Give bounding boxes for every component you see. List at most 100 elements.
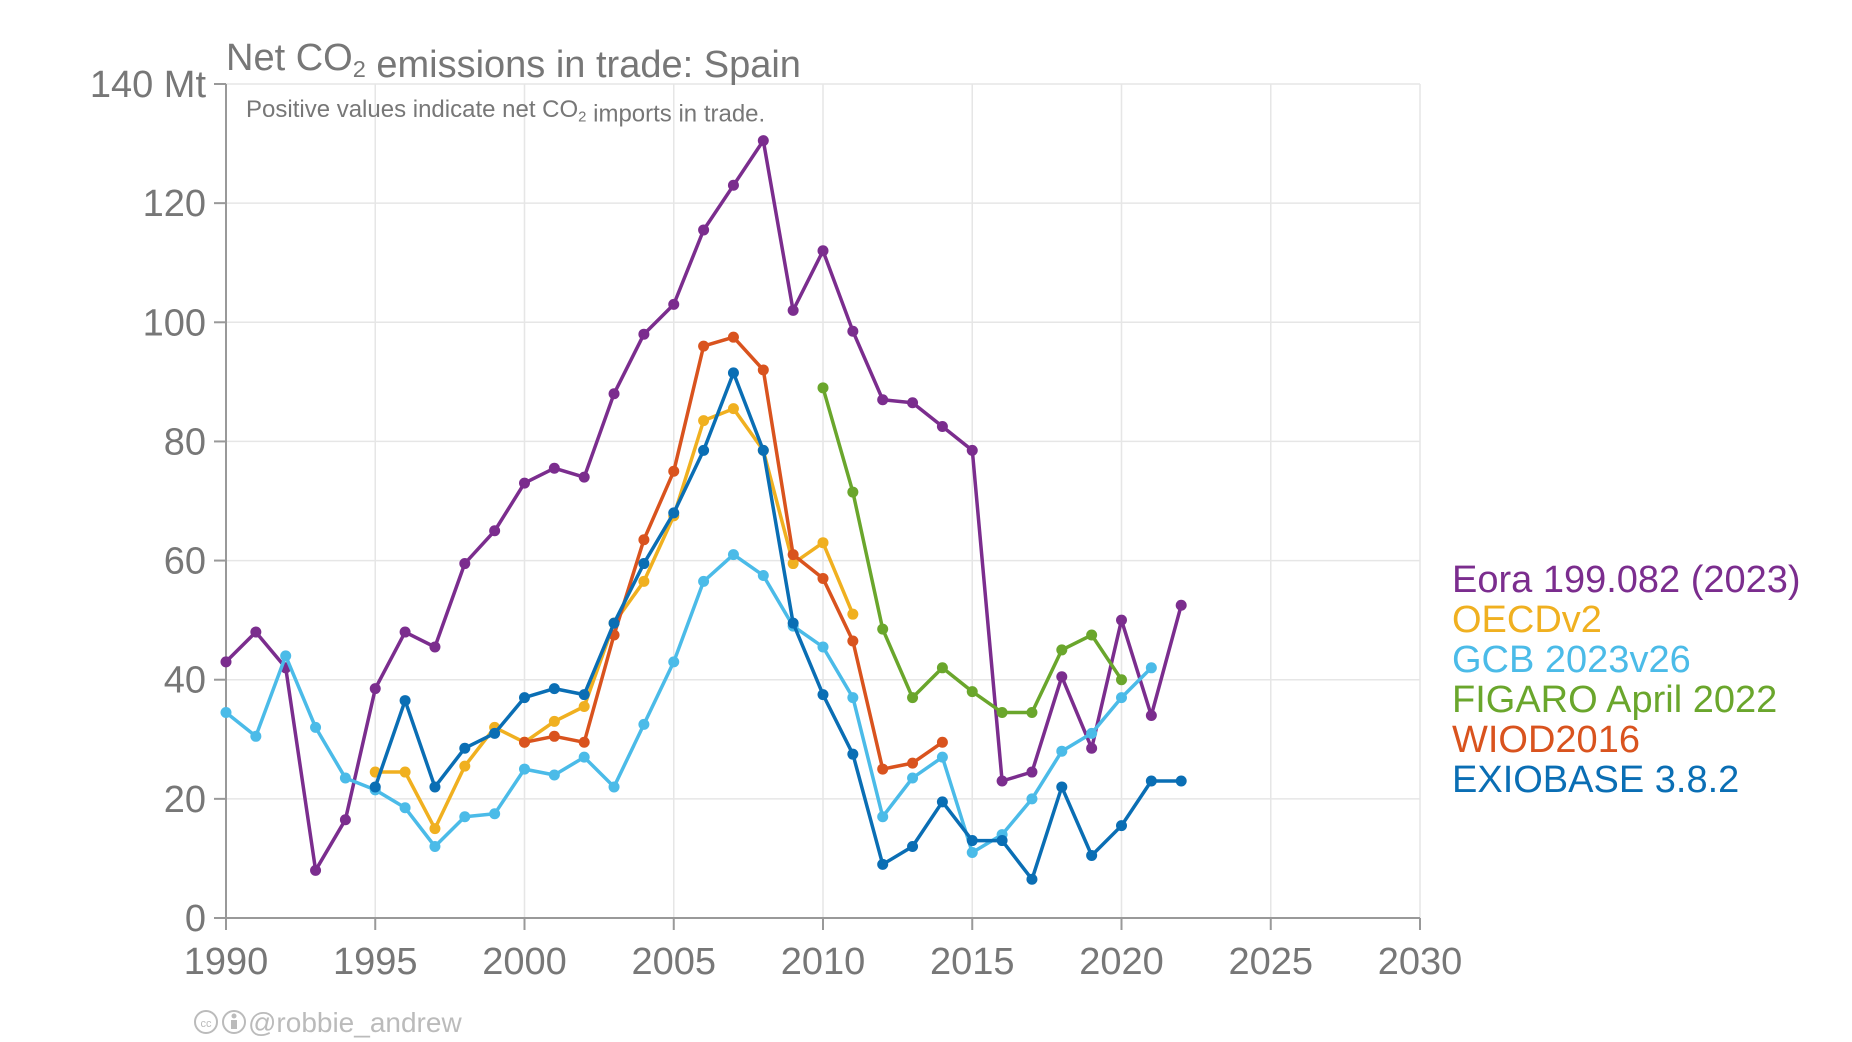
data-point xyxy=(1116,614,1127,626)
data-point xyxy=(519,736,530,748)
data-point xyxy=(936,662,948,674)
data-point xyxy=(280,650,292,662)
data-point xyxy=(727,549,739,561)
data-point xyxy=(966,686,978,698)
series-5 xyxy=(369,367,1187,885)
data-point xyxy=(339,772,351,784)
data-point xyxy=(578,736,590,748)
data-point xyxy=(399,695,411,707)
creative-commons-icon: cc xyxy=(194,1010,218,1034)
legend-label: EXIOBASE 3.8.2 xyxy=(1452,759,1739,801)
series-0 xyxy=(220,135,1187,876)
data-point xyxy=(519,763,530,775)
data-point xyxy=(757,444,769,456)
data-point xyxy=(548,769,560,781)
data-point xyxy=(1116,674,1127,686)
data-point xyxy=(847,692,859,704)
data-point xyxy=(877,811,889,823)
data-point xyxy=(429,641,441,653)
legend-label: FIGARO April 2022 xyxy=(1452,679,1777,721)
data-point xyxy=(1175,775,1187,787)
data-point xyxy=(727,367,739,379)
data-point xyxy=(638,534,650,546)
data-point xyxy=(847,486,859,498)
data-point xyxy=(817,382,829,394)
data-point xyxy=(817,537,829,549)
data-point xyxy=(757,135,769,147)
x-tick-label: 2005 xyxy=(631,941,716,983)
data-point xyxy=(698,340,710,352)
data-point xyxy=(1175,599,1187,611)
data-point xyxy=(936,751,948,763)
y-tick-label: 40 xyxy=(164,660,206,702)
x-tick-label: 2010 xyxy=(781,941,866,983)
data-point xyxy=(907,841,919,853)
data-point xyxy=(399,802,411,814)
data-point xyxy=(220,656,232,668)
data-point xyxy=(936,421,948,433)
series-2 xyxy=(220,549,1157,858)
data-point xyxy=(1056,644,1068,656)
data-point xyxy=(966,835,978,847)
credit-text: @robbie_andrew xyxy=(248,1007,462,1038)
data-point xyxy=(698,224,710,236)
legend-label: WIOD2016 xyxy=(1452,719,1640,761)
data-point xyxy=(250,730,262,742)
data-point xyxy=(548,462,560,474)
data-point xyxy=(1086,629,1098,641)
series-line xyxy=(224,138,1183,873)
data-point xyxy=(399,766,411,778)
data-point xyxy=(578,701,590,713)
data-point xyxy=(966,846,978,858)
data-point xyxy=(548,715,560,727)
data-point xyxy=(1056,781,1068,793)
data-point xyxy=(698,444,710,456)
data-point xyxy=(489,525,501,537)
grid-lines xyxy=(226,83,1421,918)
data-point xyxy=(1145,662,1157,674)
data-point xyxy=(429,781,441,793)
data-point xyxy=(907,397,919,409)
data-point xyxy=(907,772,919,784)
chart-title: Net CO2 emissions in trade: Spain xyxy=(226,37,801,86)
data-point xyxy=(1026,873,1038,885)
data-point xyxy=(220,706,232,718)
x-tick-label: 2025 xyxy=(1228,941,1313,983)
data-point xyxy=(459,760,471,772)
data-point xyxy=(429,823,441,835)
data-point xyxy=(1116,692,1127,704)
data-point xyxy=(519,692,530,704)
data-point xyxy=(548,683,560,695)
data-point xyxy=(310,864,322,876)
data-point xyxy=(817,689,829,701)
y-tick-label: 120 xyxy=(143,183,206,225)
data-point xyxy=(608,388,620,400)
data-point xyxy=(250,626,262,638)
data-point xyxy=(787,549,799,561)
data-point xyxy=(578,751,590,763)
data-point xyxy=(727,403,739,415)
data-point xyxy=(369,781,381,793)
data-point xyxy=(578,471,590,483)
data-point xyxy=(996,775,1008,787)
data-point xyxy=(638,558,650,570)
data-point xyxy=(638,718,650,730)
data-point xyxy=(1145,775,1157,787)
series-3 xyxy=(817,382,1127,718)
data-point xyxy=(608,617,620,629)
data-point xyxy=(548,730,560,742)
series-line xyxy=(224,552,1154,855)
data-point xyxy=(727,179,739,191)
tick-labels: 0 20 40 60 80 100 120 140 Mt 1990 1995 2000 2005 201… xyxy=(90,64,1462,983)
data-point xyxy=(787,617,799,629)
axes xyxy=(214,83,1421,930)
legend-label: GCB 2023v26 xyxy=(1452,639,1691,681)
data-point xyxy=(1026,793,1038,805)
data-point xyxy=(727,331,739,343)
data-point xyxy=(757,569,769,581)
data-point xyxy=(369,683,381,695)
data-point xyxy=(817,641,829,653)
data-point xyxy=(578,689,590,701)
x-tick-label: 2000 xyxy=(482,941,567,983)
